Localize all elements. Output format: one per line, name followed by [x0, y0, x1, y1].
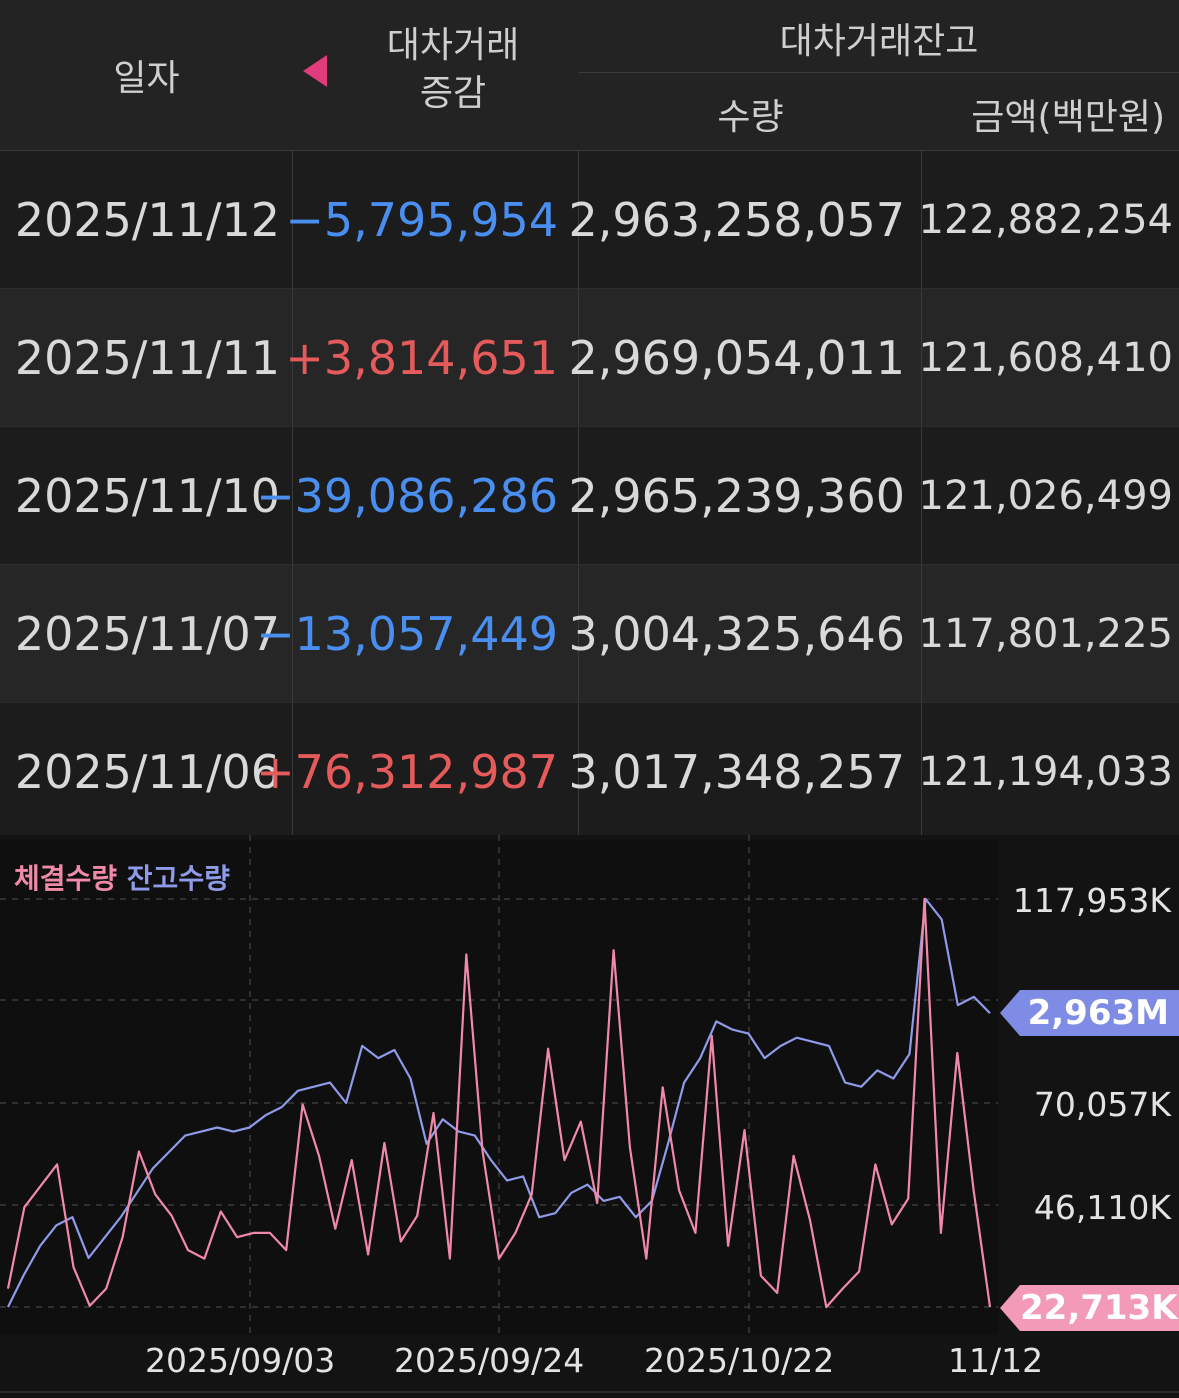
- amount-column-header: 금액(백만원): [971, 97, 1165, 138]
- row-amount: 121,026,499: [918, 472, 1173, 519]
- row-change: −5,795,954: [285, 151, 579, 288]
- change-column-label: 대차거래 증감: [343, 22, 563, 118]
- row-amount: 121,194,033: [918, 748, 1173, 795]
- x-tick-label: 2025/10/22: [644, 1341, 835, 1380]
- row-qty: 3,017,348,257: [568, 703, 922, 840]
- current-balance-tag: 2,963M: [1000, 990, 1179, 1036]
- qty-column-header: 수량: [717, 97, 784, 138]
- table-row[interactable]: 2025/11/10 −39,086,286 2,965,239,360 121…: [0, 427, 1179, 565]
- y-tick-label: 117,953K: [1012, 881, 1171, 920]
- change-column-header: 대차거래 증감: [293, 0, 579, 150]
- y-tick-label: 70,057K: [1033, 1085, 1171, 1124]
- trend-chart[interactable]: 체결수량 잔고수량 117,953K 70,057K 46,110K 2,963…: [0, 835, 1179, 1398]
- sort-toggle-icon[interactable]: [303, 55, 327, 87]
- row-date: 2025/11/10: [0, 427, 293, 564]
- row-change: −39,086,286: [256, 427, 579, 564]
- x-tick-label: 2025/09/24: [394, 1341, 585, 1380]
- row-date: 2025/11/06: [0, 703, 293, 840]
- row-amount: 122,882,254: [918, 196, 1173, 243]
- table-row[interactable]: 2025/11/07 −13,057,449 3,004,325,646 117…: [0, 565, 1179, 703]
- table-header: 일자 대차거래 증감 대차거래잔고 수량 금액(백만원): [0, 0, 1179, 151]
- row-amount: 121,608,410: [918, 334, 1173, 381]
- y-tick-label: 46,110K: [1033, 1188, 1171, 1227]
- row-date: 2025/11/11: [0, 289, 293, 426]
- table-row[interactable]: 2025/11/12 −5,795,954 2,963,258,057 122,…: [0, 151, 1179, 289]
- x-tick-label: 2025/09/03: [145, 1341, 336, 1380]
- row-qty: 3,004,325,646: [568, 565, 922, 702]
- row-qty: 2,965,239,360: [568, 427, 922, 564]
- executed-series-line: [6, 897, 992, 1309]
- header-divider: [579, 72, 1179, 73]
- table-row[interactable]: 2025/11/06 +76,312,987 3,017,348,257 121…: [0, 703, 1179, 841]
- balance-group-header: 대차거래잔고: [779, 21, 979, 62]
- row-change: +76,312,987: [256, 703, 579, 840]
- date-column-header: 일자: [113, 58, 180, 99]
- chart-bottom-divider: [0, 1391, 1179, 1393]
- balance-series-line: [7, 897, 991, 1308]
- legend-balance: 잔고수량: [126, 862, 230, 895]
- x-tick-label: 11/12: [948, 1341, 1044, 1380]
- legend-executed: 체결수량: [14, 862, 118, 895]
- row-change: +3,814,651: [285, 289, 579, 426]
- row-date: 2025/11/12: [0, 151, 293, 288]
- change-label-line1: 대차거래: [386, 25, 520, 66]
- chart-legend: 체결수량 잔고수량: [14, 857, 230, 897]
- chart-svg: [0, 835, 998, 1335]
- row-amount: 117,801,225: [918, 610, 1173, 657]
- row-change: −13,057,449: [256, 565, 579, 702]
- table-row[interactable]: 2025/11/11 +3,814,651 2,969,054,011 121,…: [0, 289, 1179, 427]
- change-label-line2: 증감: [419, 73, 487, 114]
- row-qty: 2,969,054,011: [568, 289, 922, 426]
- table-body: 2025/11/12 −5,795,954 2,963,258,057 122,…: [0, 151, 1179, 841]
- row-date: 2025/11/07: [0, 565, 293, 702]
- row-qty: 2,963,258,057: [568, 151, 922, 288]
- current-executed-tag: 22,713K: [1000, 1285, 1179, 1331]
